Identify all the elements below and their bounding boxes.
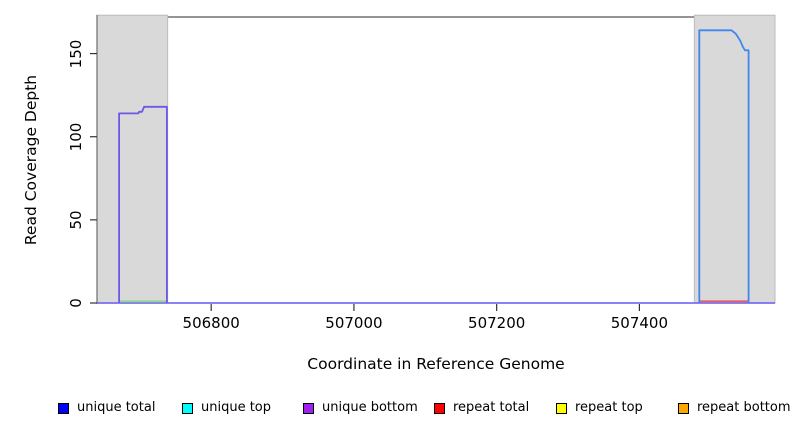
legend-label: repeat top	[575, 400, 643, 415]
legend-label: repeat bottom	[697, 400, 791, 415]
legend-swatch-icon	[182, 402, 193, 414]
legend-item-repeat-bottom: repeat bottom	[678, 398, 791, 418]
series-right-coverage-block	[698, 29, 750, 303]
legend-item-repeat-top: repeat top	[556, 398, 643, 418]
y-tick-label: 150	[67, 39, 85, 68]
y-tick-label: 0	[67, 298, 85, 308]
chart-legend: unique total unique top unique bottom repea…	[0, 398, 792, 420]
legend-item-unique-bottom: unique bottom	[303, 398, 418, 418]
y-tick-label: 100	[67, 122, 85, 152]
legend-label: unique top	[201, 400, 272, 415]
legend-swatch-icon	[556, 402, 567, 414]
legend-label: unique bottom	[322, 400, 418, 415]
series-left-coverage-block	[118, 105, 168, 303]
legend-swatch-icon	[434, 402, 445, 414]
legend-item-repeat-total: repeat total	[434, 398, 529, 418]
shaded-region-left-flank	[96, 14, 169, 304]
x-tick-label: 507400	[610, 314, 669, 332]
x-tick-label: 507200	[468, 314, 526, 332]
legend-item-unique-total: unique total	[58, 398, 155, 418]
legend-swatch-icon	[678, 402, 689, 414]
legend-item-unique-top: unique top	[182, 398, 271, 418]
x-tick-label: 506800	[182, 314, 240, 332]
x-tick-label: 507000	[325, 314, 383, 332]
legend-swatch-icon	[58, 402, 69, 414]
legend-swatch-icon	[303, 402, 314, 414]
x-axis-title: Coordinate in Reference Genome	[307, 355, 565, 373]
shaded-region-right-flank	[693, 14, 776, 304]
legend-label: repeat total	[453, 400, 530, 415]
legend-label: unique total	[77, 400, 156, 415]
y-tick-label: 50	[67, 210, 85, 230]
